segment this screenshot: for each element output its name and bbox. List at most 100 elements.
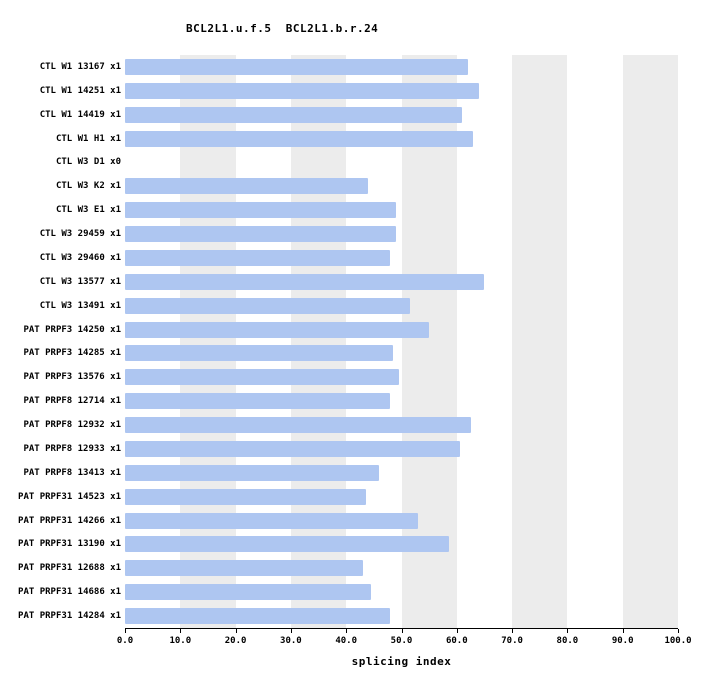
x-tick-label: 20.0 bbox=[224, 636, 247, 646]
x-tick-mark bbox=[346, 629, 348, 633]
bar bbox=[125, 440, 460, 457]
chart-row: CTL W1 14251 x1 bbox=[8, 79, 678, 103]
bar-rows: CTL W1 13167 x1 CTL W1 14251 x1 CTL W1 144… bbox=[8, 55, 678, 628]
chart-row: PAT PRPF31 13190 x1 bbox=[8, 533, 678, 557]
bar bbox=[125, 584, 372, 601]
bar-zone bbox=[125, 55, 678, 79]
bar bbox=[125, 178, 369, 195]
chart-row: PAT PRPF8 13413 x1 bbox=[8, 461, 678, 485]
bar bbox=[125, 369, 399, 386]
chart-row: CTL W1 14419 x1 bbox=[8, 103, 678, 127]
category-label: CTL W1 14251 x1 bbox=[39, 85, 121, 96]
chart-row: PAT PRPF31 14686 x1 bbox=[8, 580, 678, 604]
background-band bbox=[512, 55, 568, 628]
x-tick-label: 80.0 bbox=[556, 636, 579, 646]
bar-zone bbox=[125, 198, 678, 222]
x-tick-label: 10.0 bbox=[169, 636, 192, 646]
bar-zone bbox=[125, 79, 678, 103]
background-band bbox=[622, 55, 678, 628]
bar-zone bbox=[125, 533, 678, 557]
bar bbox=[125, 512, 419, 529]
bar-zone bbox=[125, 151, 678, 175]
category-label: PAT PRPF31 13190 x1 bbox=[18, 539, 121, 550]
category-label: CTL W3 13577 x1 bbox=[39, 276, 121, 287]
x-tick-label: 50.0 bbox=[390, 636, 413, 646]
category-label: PAT PRPF3 14285 x1 bbox=[23, 348, 121, 359]
category-label: PAT PRPF31 14266 x1 bbox=[18, 515, 121, 526]
x-tick-label: 90.0 bbox=[611, 636, 634, 646]
chart-row: CTL W3 13577 x1 bbox=[8, 270, 678, 294]
category-label: PAT PRPF8 12932 x1 bbox=[23, 420, 121, 431]
bar bbox=[125, 106, 463, 123]
background-band bbox=[290, 55, 347, 628]
category-label: PAT PRPF31 12688 x1 bbox=[18, 563, 121, 574]
chart-row: PAT PRPF3 14250 x1 bbox=[8, 318, 678, 342]
category-label: CTL W3 E1 x1 bbox=[55, 205, 121, 216]
bar bbox=[125, 297, 410, 314]
bar bbox=[125, 345, 394, 362]
x-tick-label: 100.0 bbox=[664, 636, 692, 646]
x-axis-line bbox=[125, 628, 678, 629]
bar-zone bbox=[125, 174, 678, 198]
bar-zone bbox=[125, 127, 678, 151]
category-label: PAT PRPF8 12933 x1 bbox=[23, 443, 121, 454]
chart-row: CTL W3 29459 x1 bbox=[8, 222, 678, 246]
x-tick-label: 0.0 bbox=[116, 636, 134, 646]
bar-zone bbox=[125, 485, 678, 509]
x-tick-mark bbox=[456, 629, 458, 633]
bar-zone bbox=[125, 222, 678, 246]
chart-row: PAT PRPF8 12932 x1 bbox=[8, 413, 678, 437]
x-tick-mark bbox=[678, 629, 679, 633]
x-axis-title: splicing index bbox=[351, 655, 452, 668]
category-label: CTL W3 K2 x1 bbox=[55, 181, 121, 192]
bar-zone bbox=[125, 294, 678, 318]
bar bbox=[125, 417, 471, 434]
chart-row: PAT PRPF3 14285 x1 bbox=[8, 342, 678, 366]
category-label: PAT PRPF8 12714 x1 bbox=[23, 396, 121, 407]
chart-row: CTL W1 H1 x1 bbox=[8, 127, 678, 151]
category-label: CTL W3 13491 x1 bbox=[39, 300, 121, 311]
bar-zone bbox=[125, 580, 678, 604]
chart-row: CTL W3 E1 x1 bbox=[8, 198, 678, 222]
chart-row: PAT PRPF31 14284 x1 bbox=[8, 604, 678, 628]
category-label: CTL W1 13167 x1 bbox=[39, 61, 121, 72]
chart-row: PAT PRPF8 12933 x1 bbox=[8, 437, 678, 461]
x-axis-ticks: 0.0 10.0 20.0 30.0 40.0 50.0 60.0 70.0 80.0 90.0 1… bbox=[117, 628, 692, 648]
chart-row: PAT PRPF3 13576 x1 bbox=[8, 365, 678, 389]
bar bbox=[125, 249, 391, 266]
bar bbox=[125, 321, 430, 338]
bar-zone bbox=[125, 318, 678, 342]
chart-row: CTL W3 D1 x0 bbox=[8, 151, 678, 175]
x-tick-mark bbox=[235, 629, 237, 633]
category-label: PAT PRPF31 14523 x1 bbox=[18, 491, 121, 502]
category-label: CTL W1 H1 x1 bbox=[55, 133, 121, 144]
chart-row: CTL W3 13491 x1 bbox=[8, 294, 678, 318]
bar-zone bbox=[125, 103, 678, 127]
bar bbox=[125, 536, 449, 553]
bar bbox=[125, 202, 396, 219]
x-tick-mark bbox=[567, 629, 569, 633]
bar-zone bbox=[125, 270, 678, 294]
bar-zone bbox=[125, 437, 678, 461]
bar-zone bbox=[125, 342, 678, 366]
category-label: CTL W3 D1 x0 bbox=[55, 157, 121, 168]
chart-row: CTL W1 13167 x1 bbox=[8, 55, 678, 79]
bar-zone bbox=[125, 509, 678, 533]
bar-zone bbox=[125, 413, 678, 437]
x-tick-mark bbox=[512, 629, 514, 633]
x-tick-mark bbox=[290, 629, 292, 633]
chart-row: PAT PRPF31 12688 x1 bbox=[8, 556, 678, 580]
bar bbox=[125, 58, 468, 75]
bar bbox=[125, 273, 485, 290]
plot-background-stripes bbox=[125, 55, 678, 628]
category-label: CTL W3 29459 x1 bbox=[39, 229, 121, 240]
x-tick-mark bbox=[622, 629, 624, 633]
bar bbox=[125, 560, 363, 577]
chart-row: CTL W3 29460 x1 bbox=[8, 246, 678, 270]
bar bbox=[125, 464, 380, 481]
bar-zone bbox=[125, 461, 678, 485]
category-label: PAT PRPF3 13576 x1 bbox=[23, 372, 121, 383]
chart-row: PAT PRPF31 14523 x1 bbox=[8, 485, 678, 509]
x-tick-label: 30.0 bbox=[280, 636, 302, 646]
x-tick-label: 60.0 bbox=[445, 636, 468, 646]
